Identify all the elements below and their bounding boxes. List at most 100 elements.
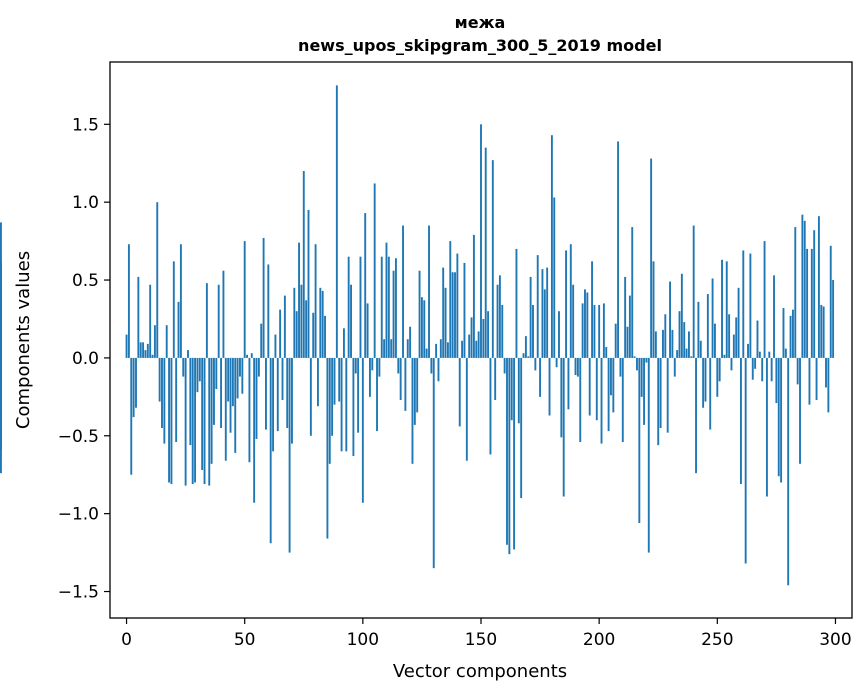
bar-13	[156, 202, 159, 358]
bar-59	[265, 357, 267, 430]
bar-215	[633, 356, 636, 358]
bar-255	[728, 314, 731, 358]
bar-36	[210, 357, 213, 464]
bar-106	[376, 357, 378, 432]
bar-12	[153, 325, 156, 358]
bar-169	[524, 336, 527, 358]
bar-288	[806, 248, 809, 358]
bar-159	[501, 304, 504, 358]
bar-181	[553, 197, 556, 358]
bar-104	[371, 357, 374, 371]
bar-0	[125, 334, 128, 358]
bar-40	[220, 357, 223, 428]
bar-219	[643, 357, 645, 425]
bar-254	[725, 261, 728, 358]
bar-282	[791, 309, 794, 358]
bar-263	[747, 343, 749, 358]
bar-175	[539, 357, 542, 397]
bar-262	[744, 357, 747, 564]
bars-group	[0, 85, 835, 586]
bar-295	[822, 306, 825, 358]
bar-61	[269, 357, 272, 544]
bar-7	[142, 342, 145, 358]
bar-265	[751, 357, 754, 380]
bar-147	[472, 234, 475, 358]
bar-16	[163, 357, 166, 444]
bar-220	[645, 357, 648, 363]
bar-23	[179, 244, 182, 358]
bar-141	[458, 357, 461, 427]
bar-71	[293, 287, 296, 358]
bar-95	[350, 284, 352, 358]
chart-title: межа	[455, 13, 506, 32]
bar-26	[187, 350, 189, 358]
bar-289	[808, 357, 811, 405]
bar-241	[695, 357, 697, 474]
bar-136	[446, 342, 449, 358]
bar-179	[548, 357, 551, 416]
bar-290	[810, 248, 813, 358]
bar-240	[692, 225, 695, 358]
bar-110	[385, 242, 388, 358]
bar-129	[430, 357, 433, 374]
bar-87	[331, 357, 334, 436]
bar-116	[399, 357, 402, 400]
bar-138	[451, 272, 454, 358]
bar-162	[508, 357, 511, 555]
bar-101	[364, 213, 367, 358]
bar-204	[607, 357, 610, 432]
bar-135	[444, 287, 447, 358]
bar-57	[260, 323, 263, 358]
y-tick-label: 1.5	[72, 115, 99, 135]
bar-248	[711, 278, 714, 358]
bar-277	[780, 357, 783, 483]
bar-76	[305, 300, 308, 358]
bar-283	[794, 227, 797, 358]
bar-84	[324, 315, 326, 358]
bar-41	[222, 270, 225, 358]
bar-286	[801, 214, 804, 358]
bar-88	[333, 357, 336, 405]
bar-3	[132, 357, 135, 418]
bar-127	[425, 348, 428, 358]
bar-96	[352, 357, 355, 457]
bar-203	[605, 347, 608, 358]
bar-285	[799, 357, 801, 464]
bar-35	[208, 357, 211, 486]
bar-54	[253, 357, 256, 503]
bar-225	[657, 357, 660, 446]
bar-115	[397, 357, 400, 374]
bar-229	[666, 357, 669, 433]
bar-125	[420, 297, 423, 358]
bar-165	[515, 248, 518, 358]
bar-99	[359, 256, 362, 358]
bar-291	[813, 230, 816, 358]
bar-8	[144, 350, 147, 358]
bar-25	[184, 357, 187, 486]
bar-239	[690, 356, 693, 358]
bar-180	[550, 135, 553, 358]
bar-137	[449, 241, 452, 358]
bar-118	[404, 357, 407, 411]
bar-250	[716, 357, 719, 397]
bar-271	[765, 357, 768, 497]
bar-154	[489, 357, 492, 455]
bar-208	[617, 141, 619, 358]
bar-266	[754, 357, 757, 369]
bar-178	[546, 267, 549, 358]
bar-122	[413, 357, 416, 425]
bar-264	[749, 253, 752, 358]
bar-109	[383, 339, 386, 358]
bar-207	[614, 323, 617, 358]
bar-149	[477, 331, 480, 358]
bar-73	[298, 242, 300, 358]
bar-223	[652, 261, 655, 358]
bar-2	[130, 357, 133, 475]
bar-293	[817, 216, 820, 358]
bar-62	[272, 357, 274, 452]
bar-279	[784, 348, 787, 358]
bar-246	[706, 294, 709, 358]
bar-86	[328, 357, 331, 464]
bar-85	[326, 357, 329, 539]
bar-217	[638, 357, 641, 523]
